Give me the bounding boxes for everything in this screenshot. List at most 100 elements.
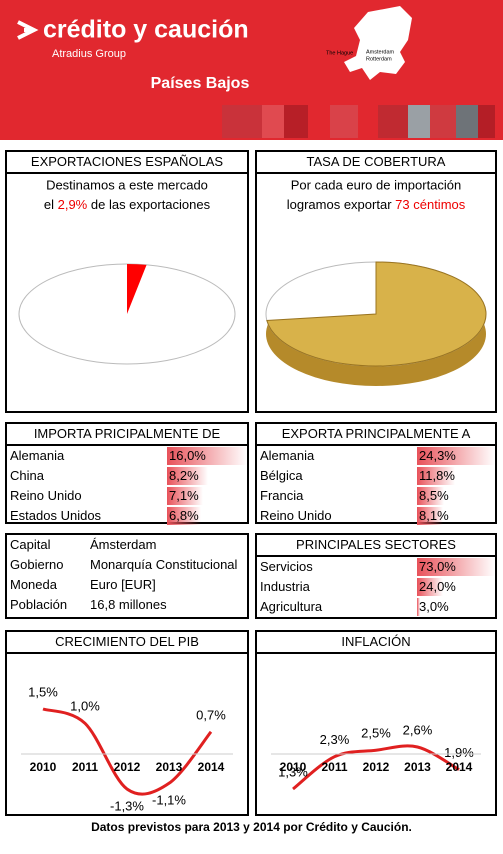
caption: el xyxy=(44,197,54,212)
pie-slice xyxy=(266,261,487,367)
chart: 1,3%2010 2,3% 2011 2,5% 2012 2,6% 2013 1,9%2014 xyxy=(271,722,481,791)
info-key: Población xyxy=(10,597,68,612)
value-label: 2,6% xyxy=(403,722,433,737)
info-key: Moneda xyxy=(10,577,57,592)
bar xyxy=(167,507,201,525)
caption: logramos exportar xyxy=(287,197,392,212)
line xyxy=(42,707,213,796)
panel: EXPORTA PRINCIPALMENTE A Alemania 24,3% Bél… xyxy=(255,422,497,526)
panel-title: TASA DE COBERTURA xyxy=(257,152,495,174)
value-label: 2,9% xyxy=(58,197,88,212)
x-tick-label: 2011 xyxy=(72,760,98,774)
panel-title: EXPORTACIONES ESPAÑOLAS xyxy=(7,152,247,174)
row: Francia 8,5% xyxy=(257,486,495,506)
category-label: Estados Unidos xyxy=(10,508,102,523)
row: Alemania 16,0% xyxy=(7,446,247,466)
category-label: Alemania xyxy=(10,448,65,463)
info-row: Capital Ámsterdam xyxy=(7,535,247,555)
group: Atradius Group xyxy=(52,48,126,60)
info-row: Gobierno Monarquía Constitucional xyxy=(7,555,247,575)
value-label: 6,8% xyxy=(169,508,199,523)
category-label: Bélgica xyxy=(260,468,303,483)
bar xyxy=(417,598,421,616)
category-label: Reino Unido xyxy=(260,508,332,523)
info-value: Euro [EUR] xyxy=(90,577,156,592)
category-label: China xyxy=(10,468,44,483)
category-label: Alemania xyxy=(260,448,315,463)
bar xyxy=(417,558,495,576)
value-label: 1,5% xyxy=(28,684,58,699)
country: Países Bajos xyxy=(151,75,250,92)
info-value: 16,8 millones xyxy=(90,597,167,612)
row: Estados Unidos 6,8% xyxy=(7,506,247,526)
panel: PRINCIPALES SECTORES Servicios 73,0% Indust… xyxy=(255,533,497,619)
bar xyxy=(417,507,443,525)
x-tick-label: 2010 xyxy=(30,760,57,774)
info-value: Monarquía Constitucional xyxy=(90,557,238,572)
logo-arrow xyxy=(17,20,39,40)
info-panel: Capital Ámsterdam Gobierno Monarquía Consti… xyxy=(5,533,249,619)
bar xyxy=(417,578,443,596)
info-row: Población 16,8 millones xyxy=(7,595,247,615)
map xyxy=(344,6,412,80)
map-label: The Hague xyxy=(326,50,353,56)
value-label: -1,1% xyxy=(152,793,186,808)
value-label: 8,1% xyxy=(419,508,449,523)
category-label: Agricultura xyxy=(260,599,323,614)
chart: Destinamos a este mercado el 2,9% de las … xyxy=(18,177,236,365)
value-label: 2,5% xyxy=(361,726,391,741)
value-label: 1,3% xyxy=(278,764,308,779)
value-label: 24,3% xyxy=(419,448,456,463)
footer: Datos previstos para 2013 y 2014 por Cré… xyxy=(91,820,412,834)
bar xyxy=(417,447,495,465)
caption: de las exportaciones xyxy=(91,197,211,212)
panel: CRECIMIENTO DEL PIB 1,5% 2010 1,0% 2011 -1,3%… xyxy=(5,630,249,816)
row: Bélgica 11,8% xyxy=(257,466,495,486)
value-label: -1,3% xyxy=(110,798,144,813)
panel: TASA DE COBERTURA Por cada euro de import… xyxy=(255,150,497,413)
x-tick-label: 2012 xyxy=(363,760,390,774)
map-label: Rotterdam xyxy=(366,56,392,62)
header: crédito y caución Atradius Group Países … xyxy=(0,0,503,140)
category-label: Francia xyxy=(260,488,304,503)
panel-title: PRINCIPALES SECTORES xyxy=(257,535,495,557)
value-label: 24,0% xyxy=(419,579,456,594)
brand: crédito y caución xyxy=(43,16,249,44)
row: Reino Unido 8,1% xyxy=(257,506,495,526)
value-label: 11,8% xyxy=(419,468,455,483)
value-label: 8,5% xyxy=(419,488,449,503)
panel: IMPORTA PRICIPALMENTE DE Alemania 16,0% Chi… xyxy=(5,422,249,526)
row: Reino Unido 7,1% xyxy=(7,486,247,506)
value-label: 7,1% xyxy=(169,488,199,503)
value-label: 0,7% xyxy=(196,707,226,722)
bar xyxy=(167,467,208,485)
bar xyxy=(417,467,455,485)
pie-slice xyxy=(127,264,147,314)
bar xyxy=(417,487,445,505)
value-label: 1,0% xyxy=(70,699,100,714)
panel-title: EXPORTA PRINCIPALMENTE A xyxy=(257,424,495,446)
info-key: Gobierno xyxy=(10,557,64,572)
value-label: 1,9% xyxy=(444,745,474,760)
mosaic xyxy=(222,105,495,138)
chart: 1,5% 2010 1,0% 2011 -1,3% 2012 -1,1% 2013 0,7% 20… xyxy=(21,684,233,813)
value-label: 3,0% xyxy=(419,599,449,614)
value-label: 73 céntimos xyxy=(395,197,466,212)
row: Alemania 24,3% xyxy=(257,446,495,466)
value-label: 2,3% xyxy=(320,732,350,747)
x-tick-label: 2013 xyxy=(156,760,183,774)
value-label: 73,0% xyxy=(419,559,456,574)
x-tick-label: 2012 xyxy=(114,760,141,774)
category-label: Servicios xyxy=(260,559,313,574)
panel-title: INFLACIÓN xyxy=(257,632,495,654)
info-row: Moneda Euro [EUR] xyxy=(7,575,247,595)
row: Servicios 73,0% xyxy=(257,557,495,577)
panel: INFLACIÓN 1,3% 2010 2,3% 2011 2,5% 2012 2,6% 201… xyxy=(255,630,497,816)
panel-title: IMPORTA PRICIPALMENTE DE xyxy=(7,424,247,446)
x-tick-label: 2014 xyxy=(446,760,473,774)
x-tick-label: 2011 xyxy=(321,760,347,774)
line xyxy=(292,744,460,791)
value-label: 16,0% xyxy=(169,448,206,463)
category-label: Reino Unido xyxy=(10,488,82,503)
